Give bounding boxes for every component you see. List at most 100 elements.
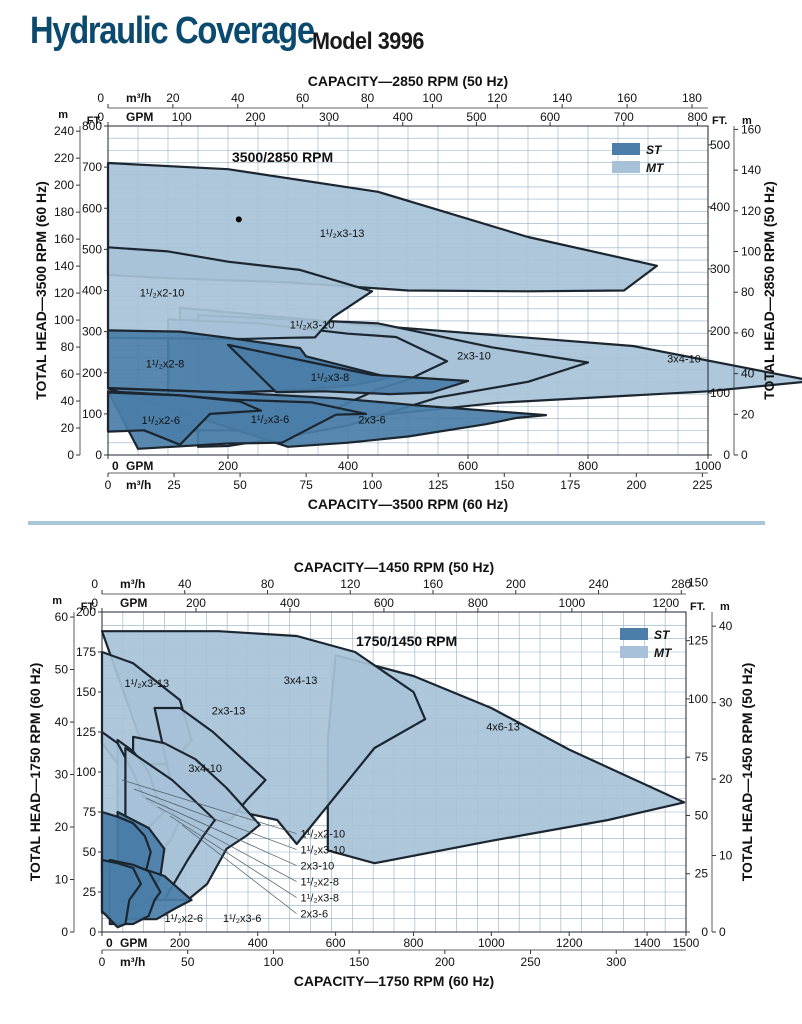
tick-label-left-ft: 0 — [89, 925, 96, 939]
tick-label-top-gpm: 0 — [97, 110, 104, 124]
tick-label-top-m3h: 80 — [361, 91, 375, 105]
tick-label-right-ft: 150 — [688, 575, 708, 589]
tick-label-top-gpm: 700 — [614, 110, 634, 124]
tick-label-right-m: 40 — [719, 619, 733, 633]
unit-left-ft: FT. — [87, 115, 102, 127]
tick-label-left-m: 60 — [55, 610, 69, 624]
tick-label-right-ft: 125 — [688, 634, 708, 648]
tick-label-bottom-m3h: 50 — [233, 478, 247, 492]
callout-label: 1¹/₂x3-10 — [301, 845, 346, 857]
region-label: 1¹/₂x3-8 — [311, 372, 350, 384]
tick-label-top-gpm: 400 — [393, 110, 413, 124]
tick-label-left-m: 140 — [54, 259, 74, 273]
tick-label-left-m: 20 — [61, 421, 75, 435]
tick-label-top-m3h: 200 — [506, 577, 526, 591]
tick-label-bottom-m3h: 300 — [606, 955, 626, 969]
tick-label-left-ft: 175 — [76, 645, 96, 659]
axis-title-top: CAPACITY—2850 RPM (50 Hz) — [308, 73, 508, 89]
tick-label-bottom-gpm: 1400 — [634, 936, 661, 950]
coverage-regions — [100, 630, 686, 929]
tick-label-left-m: 40 — [55, 715, 69, 729]
tick-label-top-gpm: 200 — [186, 596, 206, 610]
tick-label-bottom-m3h: 250 — [521, 955, 541, 969]
tick-label-bottom-gpm: 600 — [458, 459, 478, 473]
tick-label-left-m: 30 — [55, 768, 69, 782]
tick-label-left-ft: 200 — [76, 605, 96, 619]
callout-label: 1¹/₂x2-10 — [301, 829, 346, 841]
speed-label: 1750/1450 RPM — [356, 633, 457, 649]
axis-title-top: CAPACITY—1450 RPM (50 Hz) — [294, 559, 494, 575]
unit-bottom-m3h: m³/h — [126, 478, 151, 492]
tick-label-bottom-gpm: 400 — [248, 936, 268, 950]
tick-label-top-m3h: 80 — [261, 577, 275, 591]
tick-label-bottom-m3h: 50 — [181, 955, 195, 969]
tick-label-bottom-m3h: 75 — [299, 478, 313, 492]
tick-label-left-m: 100 — [54, 313, 74, 327]
tick-label-left-m: 0 — [67, 448, 74, 462]
tick-label-bottom-gpm: 600 — [326, 936, 346, 950]
tick-label-top-m3h: 240 — [589, 577, 609, 591]
callout-leader — [181, 824, 297, 914]
unit-top-m3h: m³/h — [126, 91, 151, 105]
tick-label-left-ft: 800 — [82, 119, 102, 133]
tick-label-bottom-m3h: 0 — [99, 955, 106, 969]
unit-top-m3h: m³/h — [120, 577, 145, 591]
tick-label-right-ft: 400 — [710, 200, 730, 214]
tick-label-bottom-gpm: 200 — [218, 459, 238, 473]
tick-label-bottom-m3h: 175 — [560, 478, 580, 492]
region-label: 3x4-13 — [284, 675, 318, 687]
region-1-x3-8 — [226, 343, 470, 396]
tick-label-top-gpm: 1200 — [653, 596, 680, 610]
region-1-x2-6 — [100, 858, 142, 929]
unit-left-ft: FT. — [81, 601, 96, 613]
tick-label-right-ft: 200 — [710, 324, 730, 338]
unit-right-ft: FT. — [690, 601, 705, 613]
tick-label-left-m: 20 — [55, 820, 69, 834]
tick-label-top-gpm: 100 — [172, 110, 192, 124]
legend-swatch-mt — [612, 161, 640, 173]
tick-label-bottom-m3h: 25 — [167, 478, 181, 492]
chart-3500-2850: 1¹/₂x3-13 1¹/₂x2-10 1¹/₂x3-10 2x3-10 3x4-10 1… — [33, 73, 802, 512]
tick-label-right-m: 60 — [741, 326, 755, 340]
unit-bottom-m3h: m³/h — [120, 955, 145, 969]
tick-label-bottom-gpm: 1200 — [556, 936, 583, 950]
tick-label-left-m: 120 — [54, 286, 74, 300]
tick-label-bottom-gpm: 1000 — [695, 459, 722, 473]
axis-title-bottom: CAPACITY—3500 RPM (60 Hz) — [308, 496, 508, 512]
region-label: 1¹/₂x3-13 — [124, 678, 169, 690]
tick-label-left-m: 80 — [61, 340, 75, 354]
tick-label-left-ft: 600 — [82, 201, 102, 215]
tick-label-left-ft: 150 — [76, 685, 96, 699]
tick-label-right-m: 30 — [719, 696, 733, 710]
tick-label-top-m3h: 160 — [423, 577, 443, 591]
tick-label-right-m: 120 — [741, 204, 761, 218]
tick-label-top-m3h: 40 — [178, 577, 192, 591]
tick-label-left-ft: 100 — [82, 407, 102, 421]
speed-label: 3500/2850 RPM — [232, 149, 333, 165]
tick-label-top-m3h: 140 — [552, 91, 572, 105]
tick-label-left-m: 220 — [54, 151, 74, 165]
callout-leader — [145, 797, 297, 866]
tick-label-top-m3h: 120 — [487, 91, 507, 105]
tick-label-left-ft: 200 — [82, 366, 102, 380]
tick-label-top-m3h: 40 — [231, 91, 245, 105]
region-label: 2x3-10 — [457, 351, 491, 363]
region-1-x2-6 — [106, 391, 263, 446]
tick-label-left-ft: 300 — [82, 325, 102, 339]
tick-label-left-ft: 125 — [76, 725, 96, 739]
tick-label-left-ft: 75 — [83, 805, 97, 819]
legend-label: ST — [654, 628, 671, 642]
tick-label-bottom-m3h: 150 — [349, 955, 369, 969]
tick-label-top-m3h: 0 — [91, 577, 98, 591]
tick-label-left-m: 240 — [54, 124, 74, 138]
tick-label-top-gpm: 1000 — [559, 596, 586, 610]
tick-label-bottom-m3h: 100 — [362, 478, 382, 492]
tick-label-left-m: 50 — [55, 663, 69, 677]
legend-label: ST — [646, 143, 663, 157]
title-main: Hydraulic Coverage — [30, 10, 315, 52]
region-label: 2x3-13 — [212, 705, 246, 717]
unit-right-m: m — [742, 115, 752, 127]
tick-label-top-gpm: 800 — [468, 596, 488, 610]
unit-label: 0 — [106, 936, 113, 950]
